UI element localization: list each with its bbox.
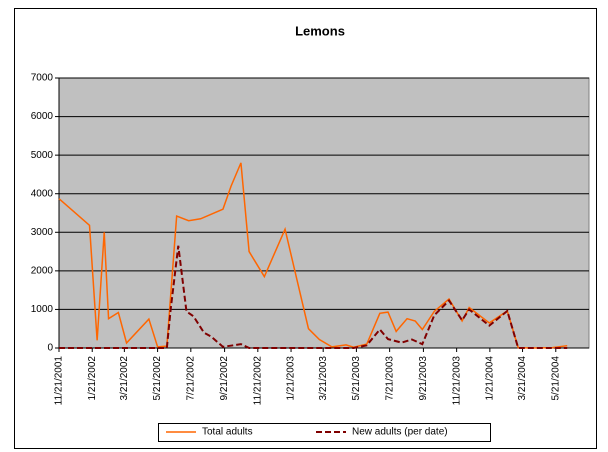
x-tick-label: 11/21/2001 bbox=[54, 356, 65, 406]
x-tick-label: 1/21/2004 bbox=[485, 356, 496, 401]
x-tick-label: 3/21/2004 bbox=[517, 356, 528, 401]
x-tick-label: 11/21/2003 bbox=[451, 356, 462, 406]
legend-label: Total adults bbox=[202, 427, 253, 438]
chart-title: Lemons bbox=[295, 23, 345, 38]
y-tick-label: 2000 bbox=[31, 265, 54, 276]
legend bbox=[158, 423, 491, 442]
x-tick-label: 9/21/2003 bbox=[418, 356, 429, 401]
y-tick-label: 6000 bbox=[31, 111, 54, 122]
y-tick-label: 7000 bbox=[31, 73, 54, 84]
series-line bbox=[59, 245, 568, 349]
x-tick-label: 7/21/2002 bbox=[185, 356, 196, 401]
x-tick-label: 1/21/2002 bbox=[87, 356, 98, 401]
y-tick-label: 5000 bbox=[31, 150, 54, 161]
x-tick-label: 5/21/2002 bbox=[152, 356, 163, 401]
x-tick-label: 11/21/2002 bbox=[252, 356, 263, 406]
x-tick-label: 9/21/2002 bbox=[219, 356, 230, 401]
x-tick-label: 3/21/2002 bbox=[119, 356, 130, 401]
y-tick-label: 4000 bbox=[31, 188, 54, 199]
y-tick-label: 0 bbox=[47, 343, 53, 354]
x-tick-label: 7/21/2003 bbox=[384, 356, 395, 401]
legend-label: New adults (per date) bbox=[352, 427, 448, 438]
x-tick-label: 1/21/2003 bbox=[286, 356, 297, 401]
y-tick-label: 1000 bbox=[31, 304, 54, 315]
x-tick-label: 5/21/2003 bbox=[351, 356, 362, 401]
x-tick-label: 3/21/2003 bbox=[318, 356, 329, 401]
plot-area bbox=[58, 77, 590, 349]
y-tick-label: 3000 bbox=[31, 227, 54, 238]
x-tick-label: 5/21/2004 bbox=[550, 356, 561, 401]
